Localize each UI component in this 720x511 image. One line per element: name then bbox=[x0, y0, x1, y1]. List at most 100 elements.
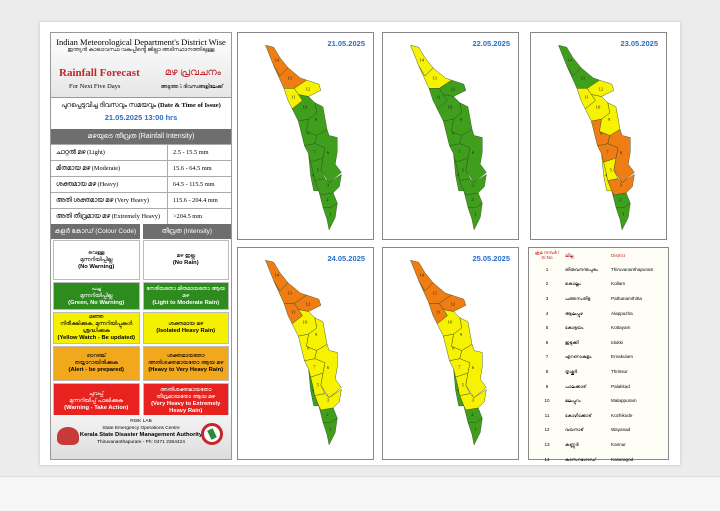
issue-datetime: 21.05.2025 13:00 hrs bbox=[104, 113, 178, 122]
district-number: 6 bbox=[327, 365, 330, 370]
forecast-title-ml: മഴ പ്രവചനം bbox=[164, 67, 221, 78]
colour-cell: ചുവപ്പ് മുന്നറിയിപ്പ് പാലിക്കുക (Warning -… bbox=[53, 383, 140, 419]
colour-name: പച്ച bbox=[91, 285, 101, 292]
table-cell: 4 bbox=[545, 310, 549, 316]
intensity-cell: ശക്തമായതോ അതിശക്തമായതോ ആയ മഴ (Heavy to Ve… bbox=[142, 346, 229, 381]
district-number: 6 bbox=[327, 150, 330, 155]
map-date: 25.05.2025 bbox=[472, 254, 510, 263]
district-number: 1 bbox=[474, 212, 477, 217]
table-cell: 10 bbox=[544, 398, 550, 404]
district-number: 5 bbox=[317, 383, 320, 388]
title: Indian Meteorological Department's Distr… bbox=[56, 37, 226, 47]
district-number: 7 bbox=[606, 149, 609, 154]
district-number: 6 bbox=[472, 365, 475, 370]
centre-name: State Emergency Operations Centre bbox=[102, 426, 180, 431]
table-row: 14 കാസറഗോഡ് Kasaragod bbox=[529, 452, 668, 467]
table-cell: Malappuram bbox=[611, 398, 637, 404]
table-cell: 12 bbox=[544, 427, 550, 433]
district-number: 6 bbox=[620, 150, 623, 155]
district-number: 13 bbox=[580, 75, 585, 80]
district-14-region bbox=[558, 44, 582, 77]
forecast-map: 24.05.2025 1 2 3 4 5 6 7 8 9 10 11 12 13 14 bbox=[237, 247, 374, 460]
table-cell: Palakkad bbox=[611, 383, 630, 389]
district-number: 1 bbox=[329, 427, 332, 432]
intensity-cell: നേരിയതോ മിതമായതോ ആയ മഴ (Light to Moderate… bbox=[142, 282, 229, 310]
table-cell: 7 bbox=[545, 354, 549, 360]
intensity-row: മിതമായ മഴ (Moderate) 15.6 - 64.5 mm bbox=[51, 160, 231, 176]
district-number: 5 bbox=[462, 168, 465, 173]
header-district-ml: ജില്ല bbox=[565, 252, 574, 258]
intensity-desc-ml: നേരിയതോ മിതമായതോ ആയ മഴ bbox=[146, 285, 226, 299]
table-row: 9 പാലക്കാട് Palakkad bbox=[529, 379, 668, 394]
intensity-name: മിതമായ മഴ (Moderate) bbox=[51, 161, 168, 176]
district-number: 12 bbox=[451, 302, 456, 307]
table-cell: Kasaragod bbox=[611, 456, 634, 462]
intensity-desc: (Very Heavy to Extremely Heavy Rain) bbox=[151, 401, 221, 414]
intensity-desc: (Isolated Heavy Rain) bbox=[156, 328, 216, 334]
colour-desc: (No Warning) bbox=[78, 263, 115, 270]
district-number: 1 bbox=[329, 212, 332, 217]
colour-cell: ഓറഞ്ച് തയ്യാറായിരിക്കുക (Alert - be prepar… bbox=[53, 346, 140, 381]
intensity-desc-ml: ശക്തമായതോ അതിശക്തമായതോ ആയ മഴ bbox=[148, 353, 224, 366]
district-number: 12 bbox=[306, 302, 311, 307]
ksdma-footer: RISK LAB State Emergency Operations Cent… bbox=[51, 415, 231, 459]
colour-desc: (Alert - be prepared) bbox=[68, 367, 124, 373]
table-row: 12 വയനാട് Wayanad bbox=[529, 423, 668, 438]
table-cell: Thiruvananthapuram bbox=[611, 266, 654, 272]
colour-cell: പച്ച മുന്നറിയിപ്പില്ല (Green, No Warning) bbox=[53, 282, 140, 310]
table-cell: കണ്ണൂർ bbox=[565, 441, 579, 447]
table-row: 4 ആലപ്പുഴ Alappuzha bbox=[529, 306, 668, 321]
intensity-range: 15.6 - 64.5 mm bbox=[173, 165, 212, 172]
colour-desc-ml: തയ്യാറായിരിക്കുക bbox=[74, 360, 118, 366]
colour-code-row: മഞ്ഞ നിരീക്ഷിക്കുക, മുന്നറിയിപ്പുകൾ ശ്രദ്… bbox=[51, 311, 231, 345]
district-14-region bbox=[265, 259, 289, 292]
district-number: 4 bbox=[312, 172, 315, 177]
district-number: 10 bbox=[448, 105, 453, 110]
district-number: 2 bbox=[326, 197, 329, 202]
district-number: 11 bbox=[584, 94, 589, 99]
district-number: 7 bbox=[458, 149, 461, 154]
table-cell: കോഴിക്കോട് bbox=[565, 412, 592, 418]
district-number: 7 bbox=[313, 364, 316, 369]
colour-code-header: കളർ കോഡ് (Colour Code) തീവ്രത (Intensity… bbox=[51, 224, 231, 239]
colour-cell: വെള്ള മുന്നറിയിപ്പില്ല (No Warning) bbox=[53, 240, 140, 280]
intensity-row: അതി തീവ്രമായ മഴ (Extremely Heavy) >204.5 … bbox=[51, 208, 231, 224]
district-number: 4 bbox=[312, 387, 315, 392]
district-number: 9 bbox=[460, 332, 463, 337]
colour-cell: മഞ്ഞ നിരീക്ഷിക്കുക, മുന്നറിയിപ്പുകൾ ശ്രദ്… bbox=[53, 312, 140, 344]
district-14-region bbox=[265, 44, 289, 77]
forecast-map: 21.05.2025 1 2 3 4 5 6 7 8 9 10 11 12 13 14 bbox=[237, 32, 374, 240]
district-number: 10 bbox=[303, 105, 308, 110]
table-cell: 14 bbox=[544, 456, 550, 462]
colour-code-row: ഓറഞ്ച് തയ്യാറായിരിക്കുക (Alert - be prepar… bbox=[51, 345, 231, 382]
district-number: 10 bbox=[448, 320, 453, 325]
header-district: District bbox=[611, 252, 626, 258]
district-number: 8 bbox=[307, 130, 310, 135]
table-cell: Kozhikode bbox=[611, 412, 633, 418]
district-number: 13 bbox=[432, 290, 437, 295]
district-number: 8 bbox=[452, 130, 455, 135]
district-3-region bbox=[607, 174, 635, 196]
colour-name: ഓറഞ്ച് bbox=[86, 353, 106, 359]
district-number: 2 bbox=[471, 197, 474, 202]
district-number: 11 bbox=[291, 309, 296, 314]
table-row: 13 കണ്ണൂർ Kannur bbox=[529, 437, 668, 452]
district-14-region bbox=[410, 259, 434, 292]
intensity-row: ശക്തമായ മഴ (Heavy) 64.5 - 115.5 mm bbox=[51, 176, 231, 192]
title-ml: ഇന്ത്യൻ കാലാവസ്ഥ വകുപ്പിൻ്റെ ജില്ലാ അടിസ… bbox=[67, 47, 215, 53]
district-number: 10 bbox=[303, 320, 308, 325]
district-number: 14 bbox=[419, 57, 424, 62]
map-date: 23.05.2025 bbox=[620, 39, 658, 48]
legend-panel: Indian Meteorological Department's Distr… bbox=[50, 32, 232, 460]
table-row: 11 കോഴിക്കോട് Kozhikode bbox=[529, 408, 668, 423]
issue-label-ml: പുറപ്പെടുവിച്ച ദിവസവും സമയവും bbox=[61, 102, 157, 109]
table-cell: മലപ്പുറം bbox=[565, 398, 581, 404]
intensity-range: 2.5 - 15.5 mm bbox=[173, 149, 209, 156]
colour-name: വെള്ള bbox=[88, 249, 105, 256]
intensity-cell: മഴ ഇല്ല (No Rain) bbox=[142, 240, 229, 280]
intensity-range: >204.5 mm bbox=[173, 213, 203, 220]
table-cell: കോട്ടയം bbox=[565, 325, 584, 331]
